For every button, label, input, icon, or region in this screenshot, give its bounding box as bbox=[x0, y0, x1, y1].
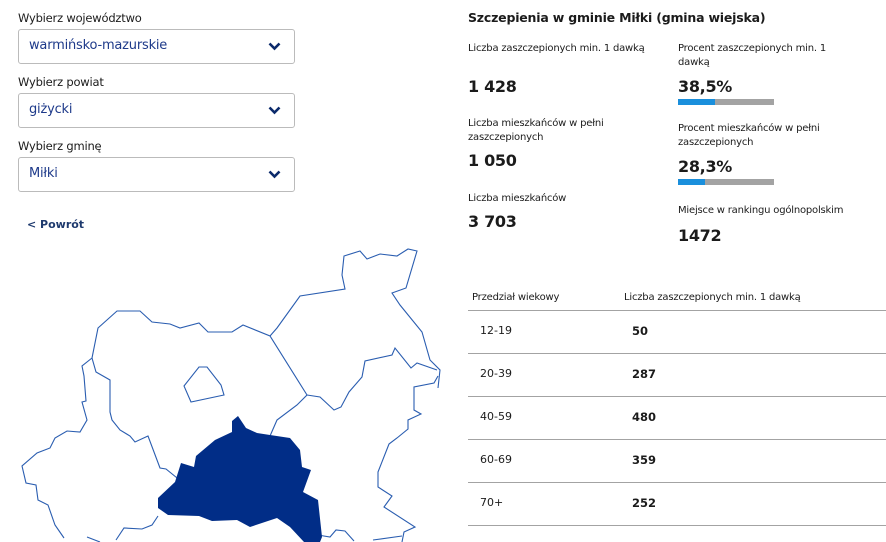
map-region-west-boundary bbox=[91, 357, 183, 483]
voivodeship-select[interactable]: warmińsko-mazurskie bbox=[18, 29, 295, 64]
fully-vaccinated-value: 1 050 bbox=[468, 151, 517, 170]
pct-1dose-progress bbox=[678, 99, 774, 105]
table-row: 60-69 359 bbox=[468, 439, 886, 482]
map-region-town[interactable] bbox=[183, 366, 225, 403]
count: 359 bbox=[632, 453, 657, 467]
map-boundary bbox=[115, 515, 159, 541]
pct-1dose-value: 38,5% bbox=[678, 77, 733, 96]
vaccinated-1dose-value: 1 428 bbox=[468, 77, 517, 96]
age-range: 12-19 bbox=[480, 324, 512, 337]
commune-select[interactable]: Miłki bbox=[18, 157, 295, 192]
pct-fully-progress bbox=[678, 179, 774, 185]
map-region-selected-milki[interactable] bbox=[158, 416, 322, 542]
population-label: Liczba mieszkańców bbox=[468, 193, 567, 204]
map-region-northeast[interactable] bbox=[269, 248, 441, 389]
county-label: Wybierz powiat bbox=[18, 75, 104, 89]
progress-fill bbox=[678, 179, 706, 185]
column-header-count: Liczba zaszczepionych min. 1 dawką bbox=[624, 292, 801, 303]
pct-fully-label: Procent mieszkańców w pełni zaszczepiony… bbox=[678, 123, 820, 148]
rank-label: Miejsce w rankingu ogólnopolskim bbox=[678, 205, 844, 216]
table-row: 12-19 50 bbox=[468, 310, 886, 353]
table-row: 20-39 287 bbox=[468, 353, 886, 396]
voivodeship-value: warmińsko-mazurskie bbox=[29, 38, 168, 53]
population-value: 3 703 bbox=[468, 212, 517, 231]
county-select[interactable]: giżycki bbox=[18, 93, 295, 128]
back-link[interactable]: < Powrót bbox=[27, 218, 85, 231]
count: 50 bbox=[632, 324, 649, 338]
age-range: 40-59 bbox=[480, 410, 512, 423]
pct-1dose-label: Procent zaszczepionych min. 1 dawką bbox=[678, 43, 826, 68]
commune-value: Miłki bbox=[29, 166, 58, 181]
chevron-down-icon bbox=[268, 42, 281, 51]
table-bottom-divider bbox=[468, 525, 886, 526]
progress-fill bbox=[678, 99, 715, 105]
chevron-down-icon bbox=[268, 106, 281, 115]
table-row: 40-59 480 bbox=[468, 396, 886, 439]
rank-value: 1472 bbox=[678, 226, 722, 245]
count: 287 bbox=[632, 367, 657, 381]
age-range: 70+ bbox=[480, 496, 504, 509]
map-boundary bbox=[372, 535, 403, 541]
map-boundary bbox=[86, 536, 101, 542]
voivodeship-label: Wybierz województwo bbox=[18, 11, 142, 25]
chevron-down-icon bbox=[268, 170, 281, 179]
count: 252 bbox=[632, 496, 657, 510]
fully-vaccinated-label: Liczba mieszkańców w pełni zaszczepionyc… bbox=[468, 118, 604, 143]
map-boundary bbox=[317, 529, 355, 542]
column-header-age: Przedział wiekowy bbox=[472, 292, 560, 303]
table-row: 70+ 252 bbox=[468, 482, 886, 525]
stats-title: Szczepienia w gminie Miłki (gmina wiejsk… bbox=[468, 10, 766, 25]
commune-label: Wybierz gminę bbox=[18, 139, 102, 153]
age-range: 60-69 bbox=[480, 453, 512, 466]
map-region-east-boundary bbox=[306, 346, 438, 411]
county-value: giżycki bbox=[29, 102, 73, 117]
commune-map bbox=[21, 248, 441, 542]
map-region-southeast[interactable] bbox=[377, 375, 439, 542]
map-region-central[interactable] bbox=[91, 310, 308, 437]
age-range: 20-39 bbox=[480, 367, 512, 380]
pct-fully-value: 28,3% bbox=[678, 157, 733, 176]
count: 480 bbox=[632, 410, 657, 424]
vaccinated-1dose-label: Liczba zaszczepionych min. 1 dawką bbox=[468, 43, 645, 54]
map-region-west[interactable] bbox=[21, 357, 93, 539]
